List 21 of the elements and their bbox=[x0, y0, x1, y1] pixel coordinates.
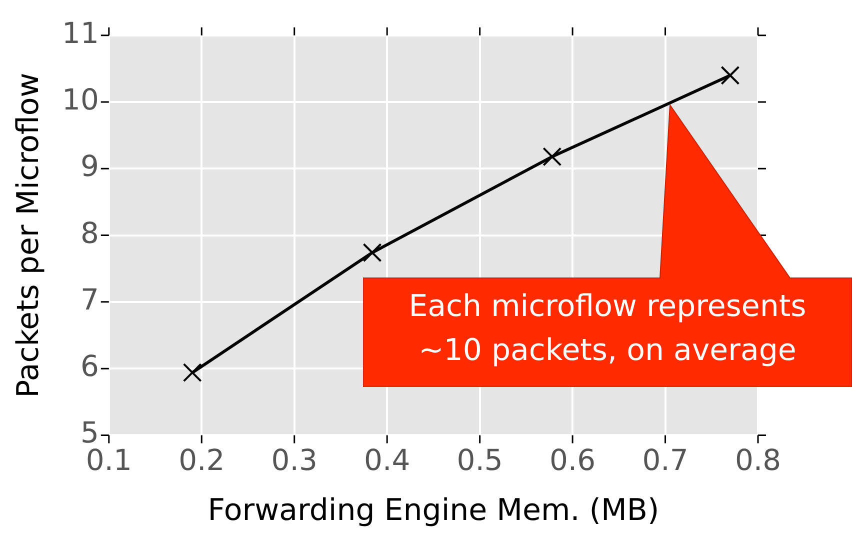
y-axis-title: Packets per Microflow bbox=[10, 72, 46, 398]
annotation: Each microflow represents ~10 packets, on average bbox=[408, 288, 808, 370]
point bbox=[182, 363, 202, 382]
x-tick-label: 0.5 bbox=[456, 443, 503, 478]
point bbox=[720, 66, 740, 85]
x-tick-label: 0.7 bbox=[642, 443, 688, 478]
x-tick-label: 0.3 bbox=[271, 443, 318, 478]
point bbox=[542, 147, 562, 166]
speech-callout: Each microflow represents ~10 packets, on average bbox=[363, 103, 852, 387]
y-tick-label: 7 bbox=[80, 282, 99, 316]
y-tick-label: 6 bbox=[80, 349, 99, 384]
x-tick-label: 0.6 bbox=[549, 443, 596, 478]
y-tick-label: 11 bbox=[62, 16, 99, 50]
y-tick-label: 9 bbox=[80, 149, 99, 184]
point bbox=[362, 243, 382, 262]
x-tick-label: 0.2 bbox=[178, 443, 225, 478]
y-tick-label: 8 bbox=[80, 216, 99, 250]
y-tick-label: 10 bbox=[62, 82, 99, 117]
x-tick-label: 0.8 bbox=[734, 443, 782, 478]
x-axis-title: Forwarding Engine Mem. (MB) bbox=[208, 492, 660, 528]
x-tick-label: 0.4 bbox=[364, 443, 410, 478]
